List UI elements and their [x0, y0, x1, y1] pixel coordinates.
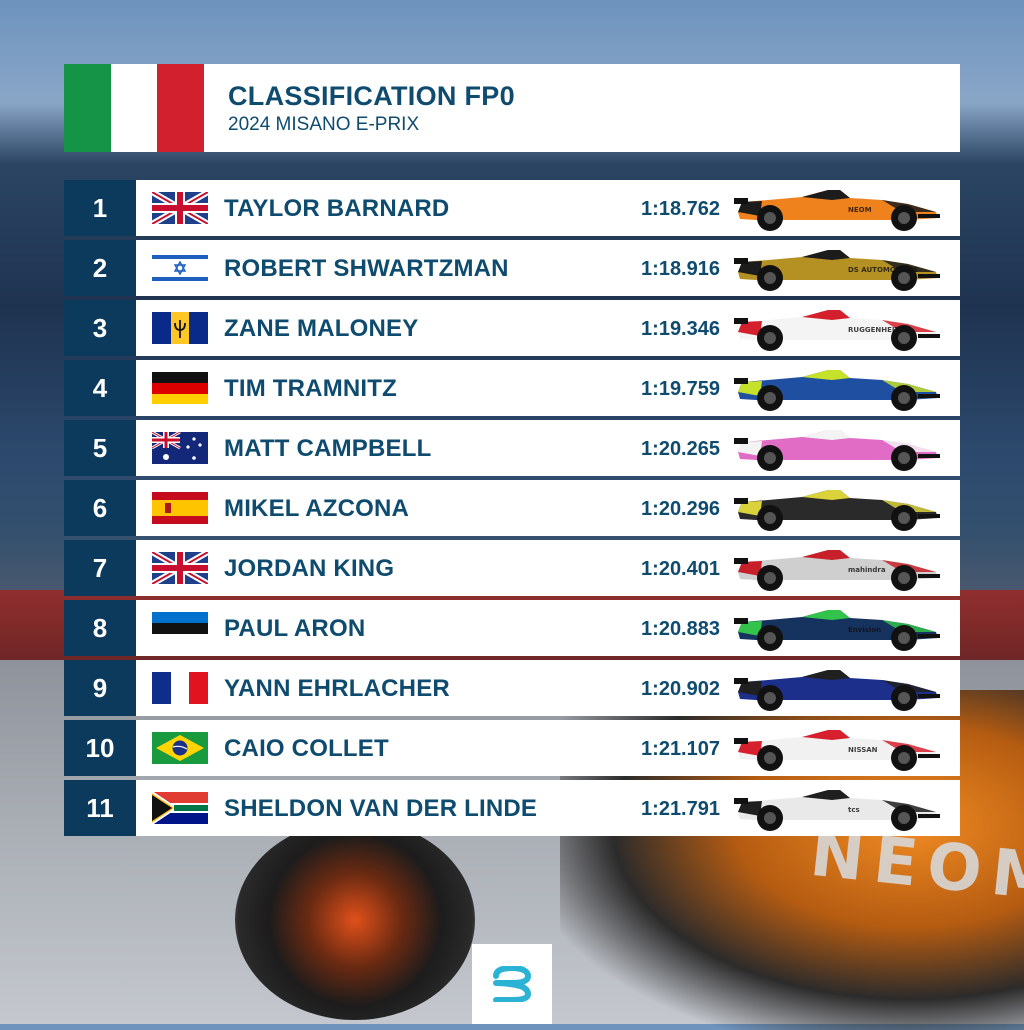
za-flag-icon: [152, 792, 208, 824]
result-row: 10 CAIO COLLET 1:21.107 NISSAN: [64, 720, 960, 776]
result-row-body: YANN EHRLACHER 1:20.902: [136, 660, 960, 716]
lap-time: 1:19.346: [641, 318, 720, 340]
result-row: 8 PAUL ARON 1:20.883 Envision: [64, 600, 960, 656]
car-icon: DS AUTOMOBILES: [732, 242, 944, 294]
gb-flag-icon: [152, 552, 208, 584]
result-row-body: CAIO COLLET 1:21.107 NISSAN: [136, 720, 960, 776]
ee-flag-icon: [152, 612, 208, 644]
result-row: 9 YANN EHRLACHER 1:20.902: [64, 660, 960, 716]
position-number: 2: [64, 240, 136, 296]
au-flag-icon: [152, 432, 208, 464]
background-tyre: [235, 820, 475, 1020]
de-flag-icon: [152, 372, 208, 404]
driver-name: CAIO COLLET: [224, 735, 389, 762]
result-row: 2 ROBERT SHWARTZMAN 1:18.916 DS AUTOMOBI…: [64, 240, 960, 296]
result-row-body: MIKEL AZCONA 1:20.296: [136, 480, 960, 536]
position-number: 6: [64, 480, 136, 536]
svg-text:tcs: tcs: [848, 806, 860, 814]
car-icon: [732, 422, 944, 474]
result-row-body: TIM TRAMNITZ 1:19.759: [136, 360, 960, 416]
car-icon: mahindra: [732, 542, 944, 594]
driver-name: MATT CAMPBELL: [224, 435, 432, 462]
driver-name: YANN EHRLACHER: [224, 675, 450, 702]
result-row-body: SHELDON VAN DER LINDE 1:21.791 tcs: [136, 780, 960, 836]
result-row: 11 SHELDON VAN DER LINDE 1:21.791 tcs: [64, 780, 960, 836]
driver-name: PAUL ARON: [224, 615, 366, 642]
driver-name: ZANE MALONEY: [224, 315, 419, 342]
result-row-body: MATT CAMPBELL 1:20.265: [136, 420, 960, 476]
gb-flag-icon: [152, 192, 208, 224]
driver-name: SHELDON VAN DER LINDE: [224, 795, 538, 822]
position-number: 9: [64, 660, 136, 716]
formula-e-logo-icon: [493, 966, 532, 1002]
lap-time: 1:18.916: [641, 258, 720, 280]
position-number: 7: [64, 540, 136, 596]
es-flag-icon: [152, 492, 208, 524]
lap-time: 1:20.401: [641, 558, 720, 580]
bb-flag-icon: [152, 312, 208, 344]
result-row-body: ZANE MALONEY 1:19.346 RUGGENHEIT: [136, 300, 960, 356]
result-row-body: PAUL ARON 1:20.883 Envision: [136, 600, 960, 656]
car-icon: NISSAN: [732, 722, 944, 774]
position-number: 3: [64, 300, 136, 356]
classification-header: CLASSIFICATION FP0 2024 MISANO E-PRIX: [64, 64, 960, 152]
br-flag-icon: [152, 732, 208, 764]
italy-flag-icon: [64, 64, 205, 152]
lap-time: 1:20.902: [641, 678, 720, 700]
car-icon: [732, 482, 944, 534]
result-row: 7 JORDAN KING 1:20.401 mahindra: [64, 540, 960, 596]
driver-name: JORDAN KING: [224, 555, 395, 582]
position-number: 4: [64, 360, 136, 416]
car-icon: [732, 362, 944, 414]
results-table: 1 TAYLOR BARNARD 1:18.762 NEOM 2 ROBERT …: [64, 180, 960, 840]
driver-name: MIKEL AZCONA: [224, 495, 410, 522]
lap-time: 1:20.883: [641, 618, 720, 640]
result-row-body: ROBERT SHWARTZMAN 1:18.916 DS AUTOMOBILE…: [136, 240, 960, 296]
il-flag-icon: [152, 252, 208, 284]
svg-text:mahindra: mahindra: [848, 566, 886, 574]
position-number: 5: [64, 420, 136, 476]
car-icon: RUGGENHEIT: [732, 302, 944, 354]
driver-name: ROBERT SHWARTZMAN: [224, 255, 509, 282]
svg-text:NEOM: NEOM: [848, 206, 872, 214]
result-row: 6 MIKEL AZCONA 1:20.296: [64, 480, 960, 536]
svg-text:NISSAN: NISSAN: [848, 746, 878, 754]
car-icon: tcs: [732, 782, 944, 834]
svg-text:DS AUTOMOBILES: DS AUTOMOBILES: [848, 266, 918, 274]
lap-time: 1:21.791: [641, 798, 720, 820]
car-icon: [732, 662, 944, 714]
position-number: 1: [64, 180, 136, 236]
result-row-body: JORDAN KING 1:20.401 mahindra: [136, 540, 960, 596]
lap-time: 1:21.107: [641, 738, 720, 760]
svg-text:Envision: Envision: [848, 626, 881, 634]
car-icon: Envision: [732, 602, 944, 654]
result-row-body: TAYLOR BARNARD 1:18.762 NEOM: [136, 180, 960, 236]
lap-time: 1:19.759: [641, 378, 720, 400]
result-row: 1 TAYLOR BARNARD 1:18.762 NEOM: [64, 180, 960, 236]
position-number: 8: [64, 600, 136, 656]
event-subtitle: 2024 MISANO E-PRIX: [228, 114, 420, 135]
formula-e-logo: [472, 944, 552, 1024]
lap-time: 1:18.762: [641, 198, 720, 220]
svg-text:RUGGENHEIT: RUGGENHEIT: [848, 326, 899, 334]
fr-flag-icon: [152, 672, 208, 704]
page-title: CLASSIFICATION FP0: [228, 81, 515, 111]
result-row: 4 TIM TRAMNITZ 1:19.759: [64, 360, 960, 416]
driver-name: TAYLOR BARNARD: [224, 195, 450, 222]
result-row: 5 MATT CAMPBELL 1:20.265: [64, 420, 960, 476]
driver-name: TIM TRAMNITZ: [224, 375, 398, 402]
position-number: 11: [64, 780, 136, 836]
position-number: 10: [64, 720, 136, 776]
car-icon: NEOM: [732, 182, 944, 234]
lap-time: 1:20.265: [641, 438, 720, 460]
lap-time: 1:20.296: [641, 498, 720, 520]
result-row: 3 ZANE MALONEY 1:19.346 RUGGENHEIT: [64, 300, 960, 356]
